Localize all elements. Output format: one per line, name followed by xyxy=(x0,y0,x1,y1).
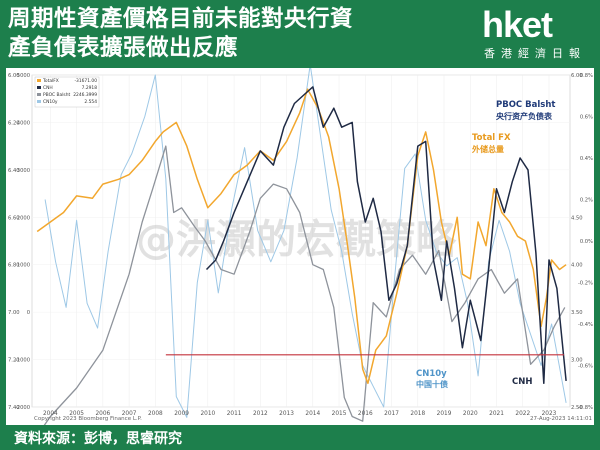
x-tick-label: 2013 xyxy=(279,411,294,417)
right-tick-bs: 4.00 xyxy=(571,263,583,269)
right-tick-pct: 0.8% xyxy=(580,73,593,79)
grid-lines xyxy=(32,74,570,408)
legend-name: CN10y xyxy=(43,99,58,105)
cn10y-label-en: CN10y xyxy=(416,369,447,379)
legend-value: 2.554 xyxy=(84,99,97,105)
x-tick-label: 2021 xyxy=(489,411,504,417)
x-tick-label: 2009 xyxy=(174,411,189,417)
legend-swatch xyxy=(37,79,41,82)
legend-name: PBOC Balsht xyxy=(43,92,70,98)
left-tick-fx: -2000 xyxy=(15,405,30,411)
right-tick-pct: 0.2% xyxy=(580,198,593,204)
headline-line-1: 周期性資產價格目前未能對央行資 xyxy=(8,6,354,32)
x-tick-label: 2020 xyxy=(463,411,478,417)
left-tick-fx: 3000 xyxy=(17,168,30,174)
right-tick-bs: 3.50 xyxy=(571,310,583,316)
headline: 周期性資產價格目前未能對央行資 產負債表擴張做出反應 xyxy=(8,5,448,63)
left-tick-cny: 6.20 xyxy=(8,120,20,126)
right-tick-pct: -0.2% xyxy=(578,281,593,287)
x-tick-label: 2010 xyxy=(200,411,215,417)
legend-swatch xyxy=(37,86,41,89)
fx-label-en: Total FX xyxy=(472,133,511,143)
hket-logo: hket 香港經濟日報 xyxy=(474,4,594,62)
legend-name: TotalFX xyxy=(42,78,59,84)
series-line-cnh xyxy=(205,86,567,385)
legend-value: 2246.3999 xyxy=(73,92,97,98)
legend-value: 7.2918 xyxy=(82,85,98,91)
left-tick-fx: 1000 xyxy=(17,263,30,269)
right-tick-pct: -0.4% xyxy=(578,322,593,328)
chart-panel: @洪灝的宏觀策略 2004 2005 2006 2007 2008 2009 2010 201… xyxy=(6,64,594,436)
right-tick-bs: 3.00 xyxy=(571,358,583,364)
fx-label-cn: 外储总量 xyxy=(472,144,504,154)
legend-name: CNH xyxy=(43,85,53,91)
x-tick-label: 2012 xyxy=(253,411,268,417)
x-tick-label: 2008 xyxy=(148,411,163,417)
x-tick-label: 2018 xyxy=(410,411,425,417)
left-tick-fx: -1000 xyxy=(15,358,30,364)
cnh-label: CNH xyxy=(512,377,532,387)
right-tick-pct: -0.6% xyxy=(578,364,593,370)
right-tick-bs: 4.50 xyxy=(571,215,583,221)
x-axis-ticks: 2004 2005 2006 2007 2008 2009 2010 2011 2012 2013… xyxy=(43,411,557,417)
x-tick-label: 2017 xyxy=(384,411,399,417)
legend-value: -31671.00 xyxy=(74,78,97,84)
left-tick-cny: 7.20 xyxy=(8,358,20,364)
legend-box xyxy=(34,76,100,108)
x-tick-label: 2015 xyxy=(332,411,347,417)
left-tick-cny: 6.60 xyxy=(8,215,20,221)
left-tick-fx: 2000 xyxy=(17,215,30,221)
x-tick-label: 2011 xyxy=(227,411,242,417)
left-tick-cny: 6.80 xyxy=(8,263,20,269)
right-tick-pct: 0.0% xyxy=(580,239,593,245)
legend-swatch xyxy=(37,93,41,96)
left-tick-cny: 6.40 xyxy=(8,168,20,174)
legend: TotalFX -31671.00 CNH 7.2918 PBOC Balsht 2246… xyxy=(34,76,100,108)
pboc-label-en: PBOC Balsht xyxy=(496,100,555,110)
left-tick-cny: 7.00 xyxy=(8,310,20,316)
right-tick-bs: 6.00 xyxy=(571,73,583,79)
source-caption: 資料來源：彭博，思睿研究 xyxy=(14,431,182,447)
date-stamp: 27-Aug-2023 14:11:01 xyxy=(530,416,592,422)
x-tick-label: 2019 xyxy=(437,411,452,417)
header-bar: 周期性資產價格目前未能對央行資 產負債表擴張做出反應 hket 香港經濟日報 xyxy=(0,0,600,68)
right-tick-pct: 0.6% xyxy=(580,115,593,121)
left-axis-ticks: 6.00 6.20 6.40 6.60 6.80 7.00 7.20 7.40 5000 4000… xyxy=(8,73,30,411)
series-group xyxy=(36,64,567,436)
pboc-label-cn: 央行资产负债表 xyxy=(496,111,553,121)
series-line-totalfx xyxy=(36,88,567,385)
legend-swatch xyxy=(37,100,41,103)
watermark: @洪灝的宏觀策略 xyxy=(136,217,457,263)
left-tick-fx: 4000 xyxy=(17,120,30,126)
right-axis-ticks: 6.00 4.50 4.00 3.50 3.00 2.50 0.8% 0.6% 0.4% 0.2%… xyxy=(571,73,593,411)
chart-svg: @洪灝的宏觀策略 2004 2005 2006 2007 2008 2009 2010 201… xyxy=(8,64,593,436)
left-tick-cny: 6.00 xyxy=(8,73,20,79)
x-tick-label: 2005 xyxy=(69,411,84,417)
logo-wordmark: hket xyxy=(482,4,553,45)
logo-subtitle: 香港經濟日報 xyxy=(484,47,586,60)
x-tick-label: 2006 xyxy=(95,411,110,417)
x-tick-label: 2007 xyxy=(122,411,137,417)
x-tick-label: 2004 xyxy=(43,411,58,417)
footer-bar: 資料來源：彭博，思睿研究 xyxy=(0,427,600,450)
x-tick-label: 2023 xyxy=(542,411,557,417)
right-tick-bs: 2.50 xyxy=(571,405,583,411)
series-line-pboc-balsht xyxy=(36,145,566,436)
x-tick-label: 2014 xyxy=(305,411,320,417)
x-tick-label: 2016 xyxy=(358,411,373,417)
left-tick-cny: 7.40 xyxy=(8,405,20,411)
left-tick-fx: 0 xyxy=(27,310,30,316)
headline-line-2: 產負債表擴張做出反應 xyxy=(8,35,239,61)
x-tick-label: 2022 xyxy=(515,411,530,417)
copyright: Copyright 2023 Bloomberg Finance L.P. xyxy=(34,416,142,422)
right-tick-pct: -0.8% xyxy=(578,405,593,411)
left-tick-fx: 5000 xyxy=(17,73,30,79)
right-tick-pct: 0.4% xyxy=(580,156,593,162)
cn10y-label-cn: 中国十债 xyxy=(416,379,448,389)
series-line-cn10y xyxy=(44,64,567,418)
